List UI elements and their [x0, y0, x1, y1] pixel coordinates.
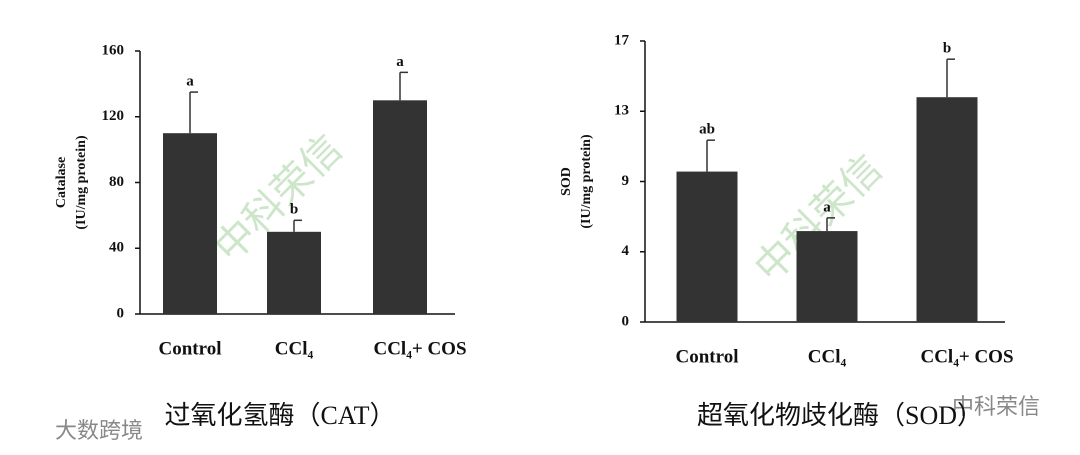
x-tick-label: Control	[676, 346, 739, 367]
x-tick-label: CCl₄	[275, 338, 314, 359]
significance-label: a	[823, 199, 831, 215]
y-axis-label: SOD	[559, 167, 574, 196]
y-tick-label: 13	[614, 103, 629, 119]
x-tick-label: CCl₄+ COS	[373, 338, 466, 359]
x-tick-label: Control	[159, 338, 222, 359]
x-tick-label: CCl₄	[808, 346, 847, 367]
y-axis-label: (IU/mg protein)	[74, 135, 89, 230]
account-watermark: 中科荣信	[952, 395, 1040, 420]
y-axis-label: Catalase	[54, 157, 69, 208]
chart-caption: 超氧化物歧化酶（SOD）	[697, 401, 983, 430]
y-tick-label: 80	[109, 174, 124, 190]
significance-label: b	[290, 202, 298, 218]
x-tick-label: CCl₄+ COS	[920, 346, 1013, 367]
bar	[163, 133, 217, 314]
y-tick-label: 9	[622, 173, 630, 189]
y-axis-label: (IU/mg protein)	[579, 134, 594, 229]
source-watermark: 大数跨境	[55, 419, 143, 444]
y-tick-label: 0	[117, 305, 125, 321]
y-tick-label: 120	[102, 108, 125, 124]
y-tick-label: 0	[622, 313, 630, 329]
y-tick-label: 17	[614, 32, 630, 48]
significance-label: a	[396, 54, 404, 70]
significance-label: ab	[699, 122, 715, 138]
bar	[267, 231, 321, 314]
y-tick-label: 40	[109, 240, 124, 256]
y-tick-label: 4	[622, 243, 630, 259]
chart-caption: 过氧化氢酶（CAT）	[164, 401, 395, 430]
bar	[916, 97, 978, 322]
y-tick-label: 160	[102, 42, 125, 58]
significance-label: b	[943, 41, 951, 57]
bar	[373, 100, 427, 314]
significance-label: a	[186, 74, 194, 90]
bar	[676, 171, 738, 322]
bar	[796, 231, 858, 322]
